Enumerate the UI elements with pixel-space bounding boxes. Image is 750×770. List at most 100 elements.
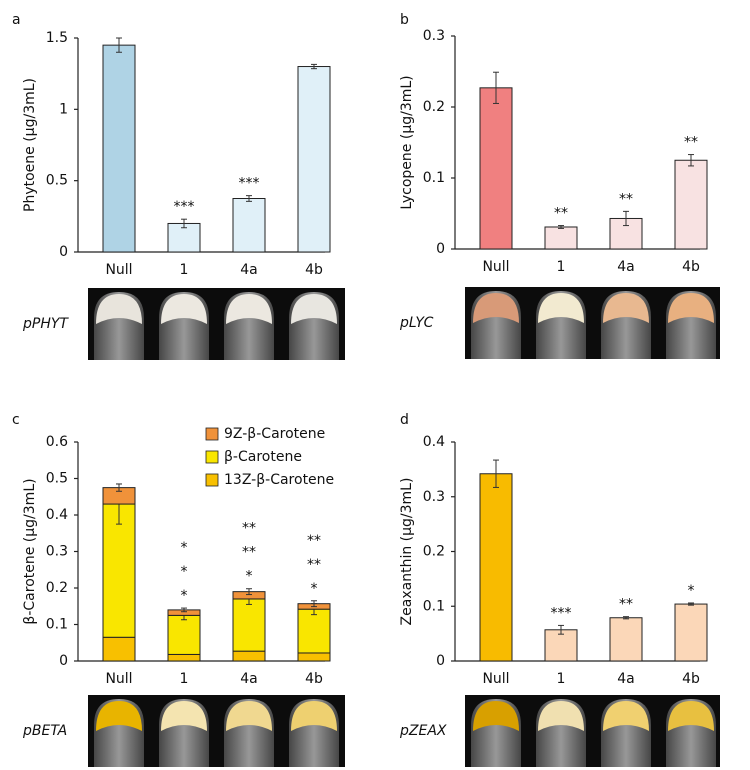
y-tick-label: 1 (59, 101, 68, 117)
x-tick-label: 4a (617, 671, 635, 687)
pellet (473, 701, 519, 731)
legend-swatch (205, 427, 219, 441)
x-tick-label: 4a (617, 259, 635, 275)
panel-letter: a (12, 12, 21, 28)
y-tick-label: 0.6 (46, 434, 68, 450)
y-tick-label: 0.1 (423, 170, 445, 186)
pellet (291, 701, 337, 731)
panel-letter: d (400, 412, 409, 428)
significance: ** (619, 191, 633, 207)
bar (674, 603, 708, 662)
pellet (96, 701, 142, 731)
pellet (161, 294, 207, 324)
pellet (603, 293, 649, 323)
y-tick-label: 0.3 (423, 489, 445, 505)
x-tick-label: 4b (305, 671, 323, 687)
y-axis-label: Zeaxanthin (μg/3mL) (399, 478, 415, 626)
significance: * (181, 588, 188, 604)
y-axis-label: Lycopene (μg/3mL) (399, 75, 415, 209)
x-tick-label: Null (105, 671, 132, 687)
significance: *** (174, 199, 195, 215)
significance: * (311, 581, 318, 597)
legend-label: β-Carotene (224, 449, 302, 465)
pellet (538, 701, 584, 731)
x-tick-label: 1 (557, 671, 566, 687)
significance: ** (307, 533, 321, 549)
x-tick-label: 4b (305, 262, 323, 278)
bar-segment (102, 503, 136, 638)
significance: *** (551, 605, 572, 621)
bar (479, 473, 513, 662)
y-tick-label: 0 (436, 653, 445, 669)
pellet (668, 293, 714, 323)
bar-segment (297, 608, 331, 654)
significance: * (181, 540, 188, 556)
y-tick-label: 0.2 (423, 99, 445, 115)
legend-swatch (205, 473, 219, 487)
x-tick-label: 4b (682, 259, 700, 275)
bar-segment (167, 614, 201, 655)
legend-swatch (205, 450, 219, 464)
significance: ** (554, 206, 568, 222)
panel-letter: b (400, 12, 409, 28)
significance: * (246, 569, 253, 585)
y-axis-label: Phytoene (μg/3mL) (22, 78, 38, 212)
legend-label: 9Z-β-Carotene (224, 426, 325, 442)
bar-segment (232, 650, 266, 662)
x-tick-label: 1 (557, 259, 566, 275)
significance: * (181, 564, 188, 580)
significance: * (688, 583, 695, 599)
pellet (161, 701, 207, 731)
bar-segment (297, 652, 331, 662)
x-tick-label: 1 (180, 262, 189, 278)
pellet (226, 294, 272, 324)
significance: ** (242, 545, 256, 561)
y-tick-label: 0.2 (423, 544, 445, 560)
y-tick-label: 0 (59, 244, 68, 260)
bar (544, 226, 578, 250)
significance: ** (619, 597, 633, 613)
y-tick-label: 0.5 (46, 173, 68, 189)
x-tick-label: 4a (240, 262, 258, 278)
x-tick-label: Null (482, 259, 509, 275)
pellet (668, 701, 714, 731)
bar-segment (232, 598, 266, 652)
y-tick-label: 0.4 (423, 434, 445, 450)
y-tick-label: 0.2 (46, 580, 68, 596)
bar (544, 629, 578, 662)
bar-segment (102, 636, 136, 662)
bar (674, 159, 708, 250)
bar (609, 617, 643, 662)
y-tick-label: 0.5 (46, 471, 68, 487)
significance: ** (684, 135, 698, 151)
bar (297, 66, 331, 253)
bar-segment (167, 653, 201, 662)
pellet (96, 294, 142, 324)
x-tick-label: 1 (180, 671, 189, 687)
y-tick-label: 0 (436, 241, 445, 257)
y-tick-label: 0.3 (423, 28, 445, 44)
y-tick-label: 0 (59, 653, 68, 669)
significance: ** (307, 557, 321, 573)
panel-letter: c (12, 412, 20, 428)
bar (232, 198, 266, 253)
photo-label: pPHYT (22, 316, 69, 332)
photo-label: pLYC (399, 315, 434, 331)
x-tick-label: Null (105, 262, 132, 278)
pellet (226, 701, 272, 731)
bar (479, 87, 513, 250)
y-tick-label: 0.3 (46, 544, 68, 560)
y-tick-label: 0.1 (46, 617, 68, 633)
x-tick-label: 4a (240, 671, 258, 687)
x-tick-label: 4b (682, 671, 700, 687)
legend-label: 13Z-β-Carotene (224, 472, 334, 488)
pellet (603, 701, 649, 731)
photo-label: pBETA (22, 723, 67, 739)
y-tick-label: 0.4 (46, 507, 68, 523)
pellet (538, 293, 584, 323)
photo-label: pZEAX (399, 723, 447, 739)
significance: *** (239, 176, 260, 192)
x-tick-label: Null (482, 671, 509, 687)
significance: ** (242, 521, 256, 537)
